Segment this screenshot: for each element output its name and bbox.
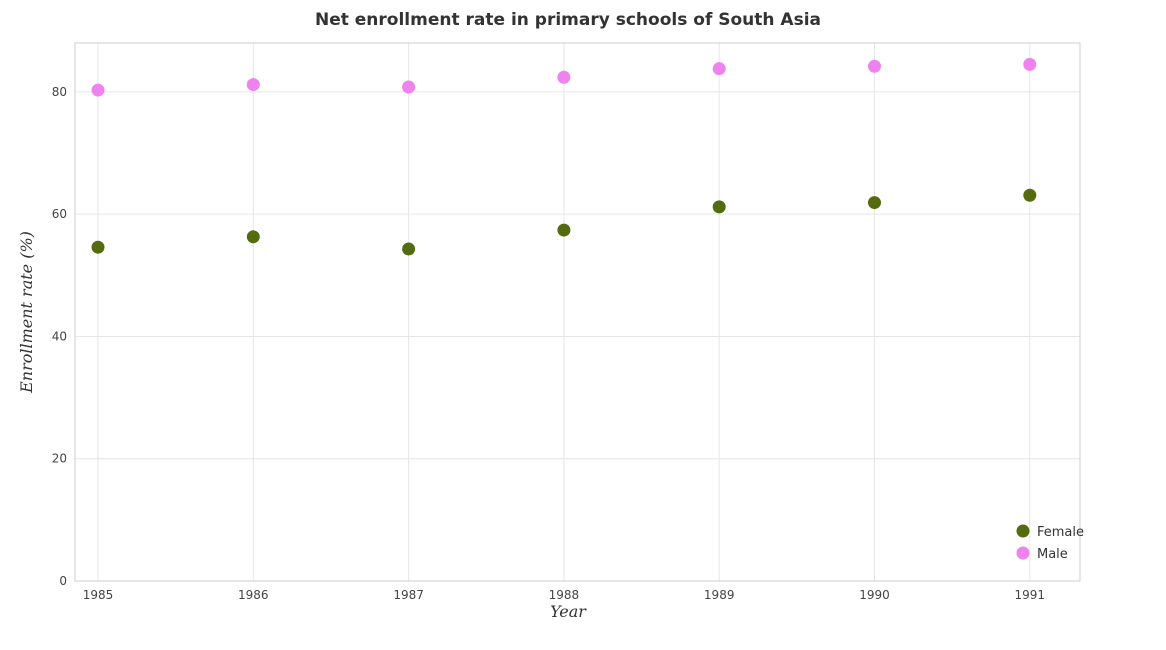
female-point bbox=[91, 240, 105, 254]
female-point bbox=[557, 223, 571, 237]
x-tick-label: 1988 bbox=[549, 588, 580, 602]
male-point bbox=[557, 70, 571, 84]
x-axis-label: Year bbox=[550, 602, 587, 621]
plot-frame bbox=[74, 42, 1081, 582]
male-point bbox=[1023, 57, 1037, 71]
x-tick-label: 1987 bbox=[393, 588, 424, 602]
x-tick-label: 1989 bbox=[704, 588, 735, 602]
male-point bbox=[868, 59, 881, 73]
y-tick-label: 60 bbox=[52, 207, 67, 221]
female-point bbox=[712, 200, 726, 214]
grid-lines bbox=[75, 43, 1080, 582]
x-tick-label: 1990 bbox=[859, 588, 890, 602]
x-tick-label: 1985 bbox=[83, 588, 114, 602]
y-tick-label: 20 bbox=[52, 452, 67, 466]
y-tick-label: 80 bbox=[52, 85, 67, 99]
male-point bbox=[712, 62, 726, 76]
data-points bbox=[91, 57, 1037, 256]
female-point bbox=[402, 242, 416, 256]
x-tick-label: 1991 bbox=[1015, 588, 1046, 602]
male-point bbox=[402, 80, 416, 94]
legend-label-male: Male bbox=[1037, 547, 1068, 562]
legend-label-female: Female bbox=[1037, 525, 1084, 540]
male-point bbox=[246, 78, 260, 92]
legend: Female Male bbox=[1016, 524, 1084, 562]
female-point bbox=[868, 196, 881, 210]
female-point bbox=[1023, 188, 1037, 202]
male-point bbox=[91, 83, 105, 97]
axis-ticks: 0 20 40 60 80 1985 1986 1987 1988 1989 1990 1991 bbox=[52, 85, 1045, 602]
y-axis-label: Enrollment rate (%) bbox=[17, 231, 36, 394]
female-point bbox=[246, 230, 260, 244]
legend-marker-female bbox=[1016, 524, 1030, 538]
y-tick-label: 0 bbox=[59, 574, 67, 588]
chart-title: Net enrollment rate in primary schools o… bbox=[315, 10, 821, 30]
y-tick-label: 40 bbox=[52, 329, 67, 343]
legend-marker-male bbox=[1016, 546, 1030, 560]
x-tick-label: 1986 bbox=[238, 588, 269, 602]
